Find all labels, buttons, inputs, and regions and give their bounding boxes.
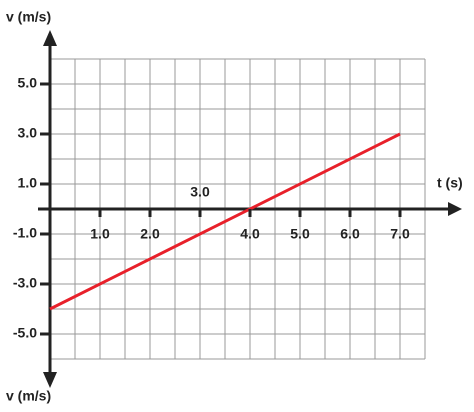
y-tick-label: -1.0 xyxy=(13,225,37,241)
data-line xyxy=(49,132,401,311)
y-tick-label: -5.0 xyxy=(13,325,37,341)
x-tick-label: 3.0 xyxy=(190,184,210,200)
x-tick-label: 7.0 xyxy=(390,226,410,242)
y-tick-label: -3.0 xyxy=(13,275,37,291)
y-axis-arrow xyxy=(43,372,57,388)
x-tick-label: 2.0 xyxy=(140,226,160,242)
x-tick-label: 1.0 xyxy=(90,226,110,242)
y-axis-label-bottom: v (m/s) xyxy=(6,388,51,404)
x-axis-label: t (s) xyxy=(437,175,463,191)
y-axis-label: v (m/s) xyxy=(6,9,51,25)
y-tick-label: 5.0 xyxy=(18,75,38,91)
x-axis-arrow xyxy=(448,202,462,216)
y-tick-label: 1.0 xyxy=(18,175,38,191)
x-tick-label: 5.0 xyxy=(290,226,310,242)
y-tick-label: 3.0 xyxy=(18,125,38,141)
x-tick-label: 6.0 xyxy=(340,226,360,242)
y-axis-arrow xyxy=(43,30,57,46)
x-tick-label: 4.0 xyxy=(240,226,260,242)
